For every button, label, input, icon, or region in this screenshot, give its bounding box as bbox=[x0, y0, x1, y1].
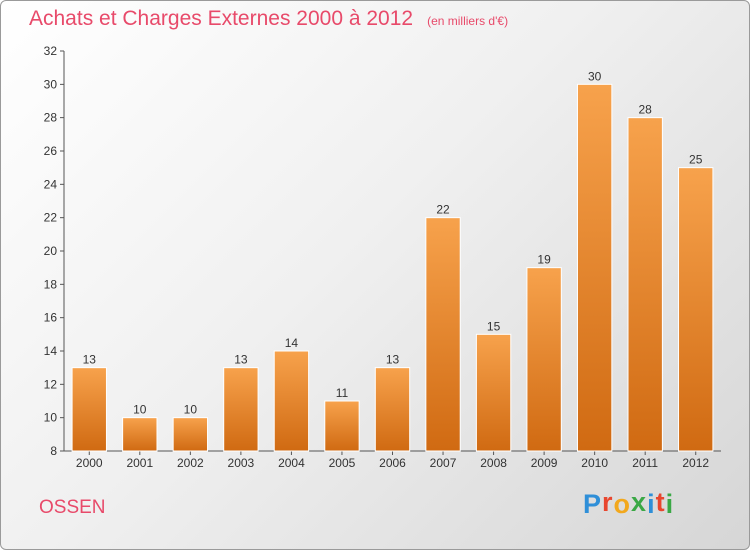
value-label: 10 bbox=[184, 403, 198, 417]
y-tick-label: 8 bbox=[50, 444, 57, 458]
bar bbox=[475, 333, 512, 452]
value-label: 15 bbox=[487, 319, 501, 333]
x-tick-label: 2001 bbox=[126, 456, 153, 470]
bar bbox=[576, 83, 613, 452]
x-tick-label: 2012 bbox=[682, 456, 709, 470]
logo-letter: x bbox=[631, 487, 648, 517]
x-tick-label: 2009 bbox=[531, 456, 558, 470]
x-tick-label: 2010 bbox=[581, 456, 608, 470]
logo-letter: o bbox=[613, 489, 632, 519]
logo-letter: r bbox=[602, 487, 614, 517]
y-tick-label: 16 bbox=[44, 311, 58, 325]
bar bbox=[273, 350, 310, 452]
x-tick-label: 2006 bbox=[379, 456, 406, 470]
value-labels: 13 10 10 13 14 11 13 22 15 19 30 28 25 bbox=[83, 69, 703, 416]
y-tick-label: 18 bbox=[44, 277, 58, 291]
value-label: 22 bbox=[436, 203, 450, 217]
y-tick-label: 14 bbox=[44, 344, 58, 358]
bars bbox=[71, 83, 714, 452]
bar bbox=[172, 417, 209, 452]
bar bbox=[71, 367, 107, 452]
y-tick-label: 30 bbox=[44, 77, 58, 91]
x-tick-label: 2000 bbox=[76, 456, 103, 470]
value-label: 28 bbox=[639, 103, 653, 117]
y-tick-label: 10 bbox=[44, 411, 58, 425]
title-row: Achats et Charges Externes 2000 à 2012 (… bbox=[29, 7, 508, 31]
value-label: 11 bbox=[336, 386, 349, 400]
bar bbox=[324, 400, 360, 452]
bar bbox=[223, 367, 259, 452]
value-label: 13 bbox=[83, 353, 97, 367]
value-label: 13 bbox=[386, 353, 400, 367]
value-label: 13 bbox=[234, 353, 248, 367]
chart-subtitle: (en milliers d'€) bbox=[427, 14, 509, 28]
y-tick-label: 26 bbox=[44, 144, 58, 158]
x-tick-label: 2005 bbox=[329, 456, 356, 470]
y-tick-label: 28 bbox=[44, 111, 58, 125]
commune-name: OSSEN bbox=[39, 497, 106, 518]
logo-letter: P bbox=[583, 489, 603, 519]
bar bbox=[627, 117, 663, 452]
y-tick-label: 24 bbox=[44, 177, 58, 191]
x-tick-label: 2002 bbox=[177, 456, 204, 470]
value-label: 19 bbox=[537, 253, 551, 267]
bar bbox=[526, 267, 562, 452]
value-label: 10 bbox=[133, 403, 147, 417]
bar bbox=[374, 367, 411, 452]
y-tick-label: 22 bbox=[44, 211, 58, 225]
value-label: 14 bbox=[285, 336, 299, 350]
x-tick-label: 2007 bbox=[430, 456, 457, 470]
value-label: 25 bbox=[689, 153, 703, 167]
x-tick-label: 2008 bbox=[480, 456, 507, 470]
x-tick-label: 2003 bbox=[228, 456, 255, 470]
logo-letter: t bbox=[655, 487, 666, 517]
bar bbox=[678, 167, 714, 452]
logo-letter: i bbox=[647, 489, 656, 519]
y-tick-label: 20 bbox=[44, 244, 58, 258]
bar bbox=[122, 417, 158, 452]
x-tick-label: 2004 bbox=[278, 456, 305, 470]
logo-letter: i bbox=[665, 489, 675, 519]
chart-title: Achats et Charges Externes 2000 à 2012 bbox=[29, 7, 414, 30]
y-tick-label: 32 bbox=[44, 44, 58, 58]
y-tick-label: 12 bbox=[44, 377, 58, 391]
x-tick-label: 2011 bbox=[632, 456, 658, 470]
proxiti-logo: Proxiti bbox=[583, 487, 675, 520]
value-label: 30 bbox=[588, 69, 602, 83]
bar bbox=[425, 217, 461, 452]
